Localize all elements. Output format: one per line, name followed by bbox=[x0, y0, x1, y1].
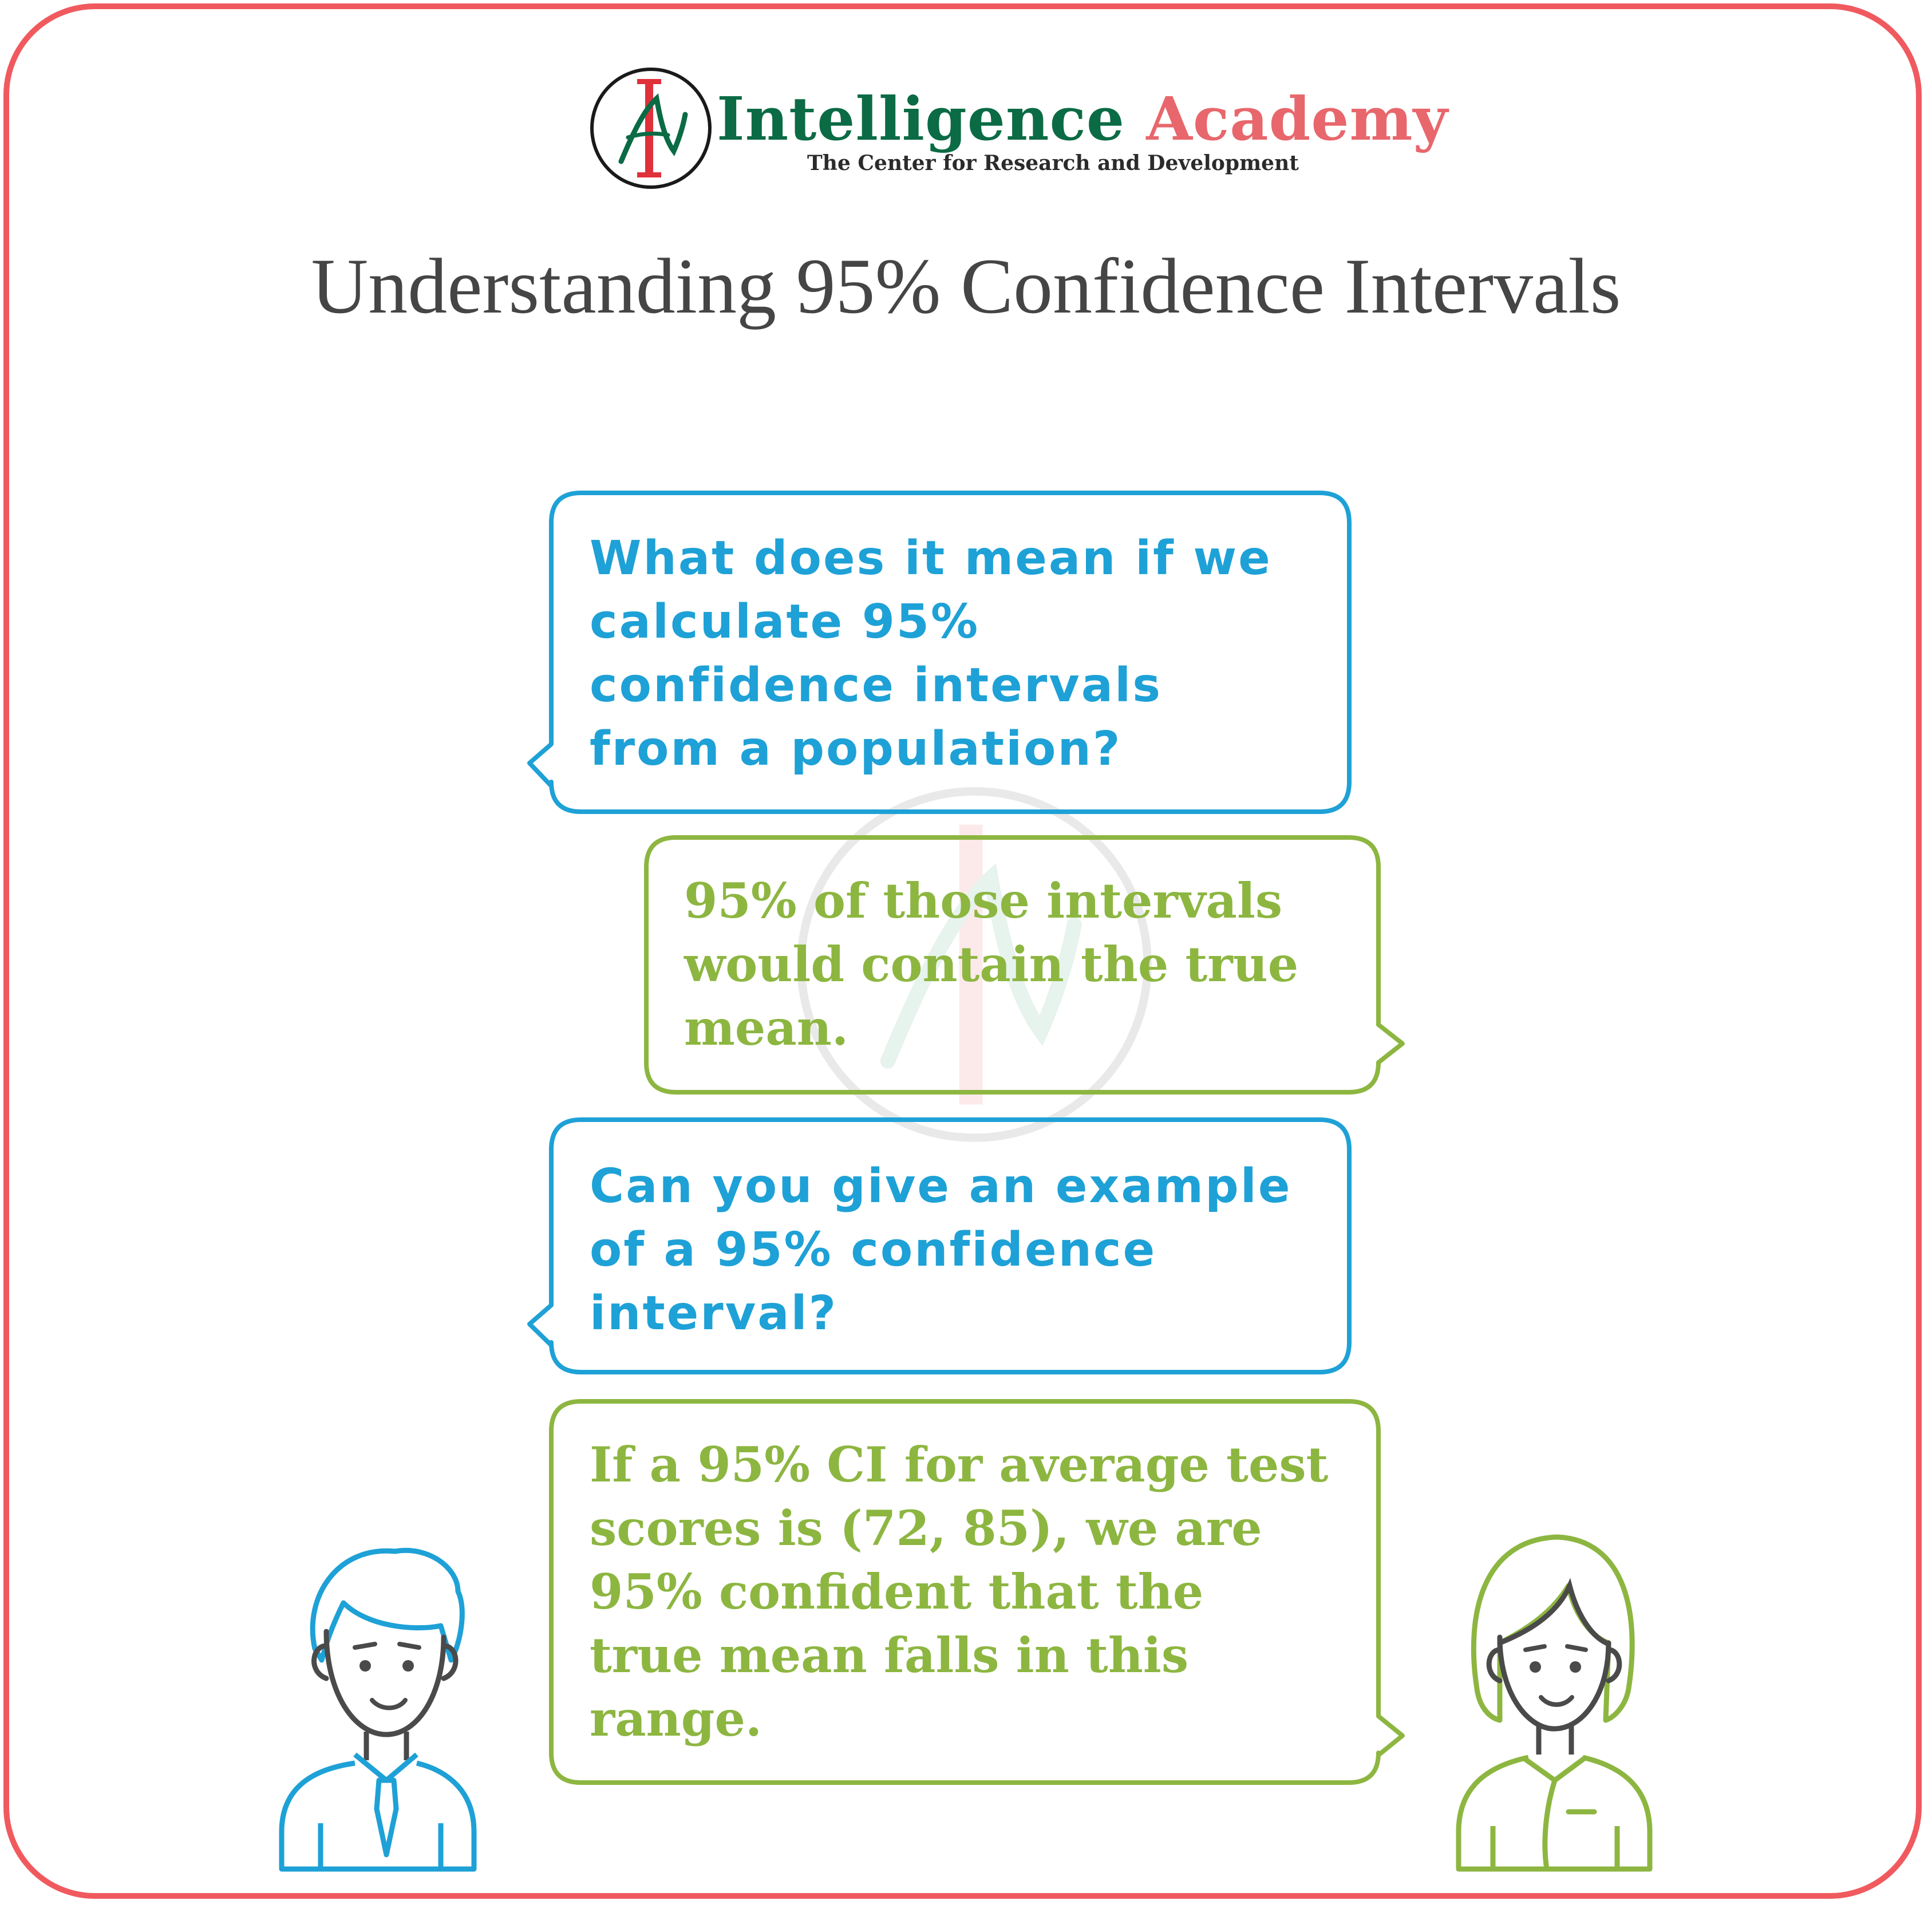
bubble-line: confidence intervals bbox=[590, 658, 1162, 713]
bubble-line: calculate 95% bbox=[590, 595, 980, 649]
bubble-line: of a 95% confidence bbox=[590, 1223, 1157, 1277]
bubble-line: 95% confident that the bbox=[590, 1563, 1204, 1620]
speech-bubble-outline bbox=[527, 1117, 1352, 1374]
question-bubble-text: Can you give an example of a 95% confide… bbox=[590, 1155, 1292, 1345]
bubble-line: If a 95% CI for average test bbox=[590, 1436, 1329, 1493]
bubble-line: interval? bbox=[590, 1286, 838, 1341]
watermark-logo-icon bbox=[797, 787, 1152, 1142]
bubble-line: true mean falls in this bbox=[590, 1627, 1189, 1684]
page-frame bbox=[3, 3, 1922, 1899]
man-avatar-icon bbox=[279, 1548, 477, 1872]
brand-name-part2: Academy bbox=[1146, 84, 1448, 154]
brand-name-part1: Intelligence bbox=[717, 84, 1125, 154]
speech-bubble-outline bbox=[549, 1399, 1405, 1785]
ia-monogram-icon bbox=[590, 68, 712, 189]
speech-bubble-outline bbox=[527, 491, 1352, 814]
bubble-line: would contain the true bbox=[684, 936, 1299, 993]
bubble-line: range. bbox=[590, 1690, 762, 1747]
brand-name: Intelligence Academy bbox=[717, 85, 1448, 153]
bubble-line: mean. bbox=[684, 999, 849, 1056]
speech-bubble-outline bbox=[644, 835, 1405, 1095]
bubble-line: What does it mean if we bbox=[590, 531, 1272, 586]
bubble-line: 95% of those intervals bbox=[684, 872, 1283, 929]
answer-bubble-text: 95% of those intervals would contain the… bbox=[684, 869, 1298, 1060]
answer-bubble-text: If a 95% CI for average test scores is (… bbox=[590, 1433, 1328, 1751]
brand-lockup: Intelligence Academy The Center for Rese… bbox=[717, 85, 1448, 176]
bubble-line: from a population? bbox=[590, 722, 1122, 776]
question-bubble-text: What does it mean if we calculate 95% co… bbox=[590, 527, 1272, 781]
brand-subtitle: The Center for Research and Development bbox=[807, 151, 1299, 175]
woman-avatar-icon bbox=[1456, 1534, 1653, 1872]
bubble-line: scores is (72, 85), we are bbox=[590, 1500, 1262, 1556]
page-title: Understanding 95% Confidence Intervals bbox=[311, 242, 1621, 330]
bubble-line: Can you give an example bbox=[590, 1159, 1292, 1214]
